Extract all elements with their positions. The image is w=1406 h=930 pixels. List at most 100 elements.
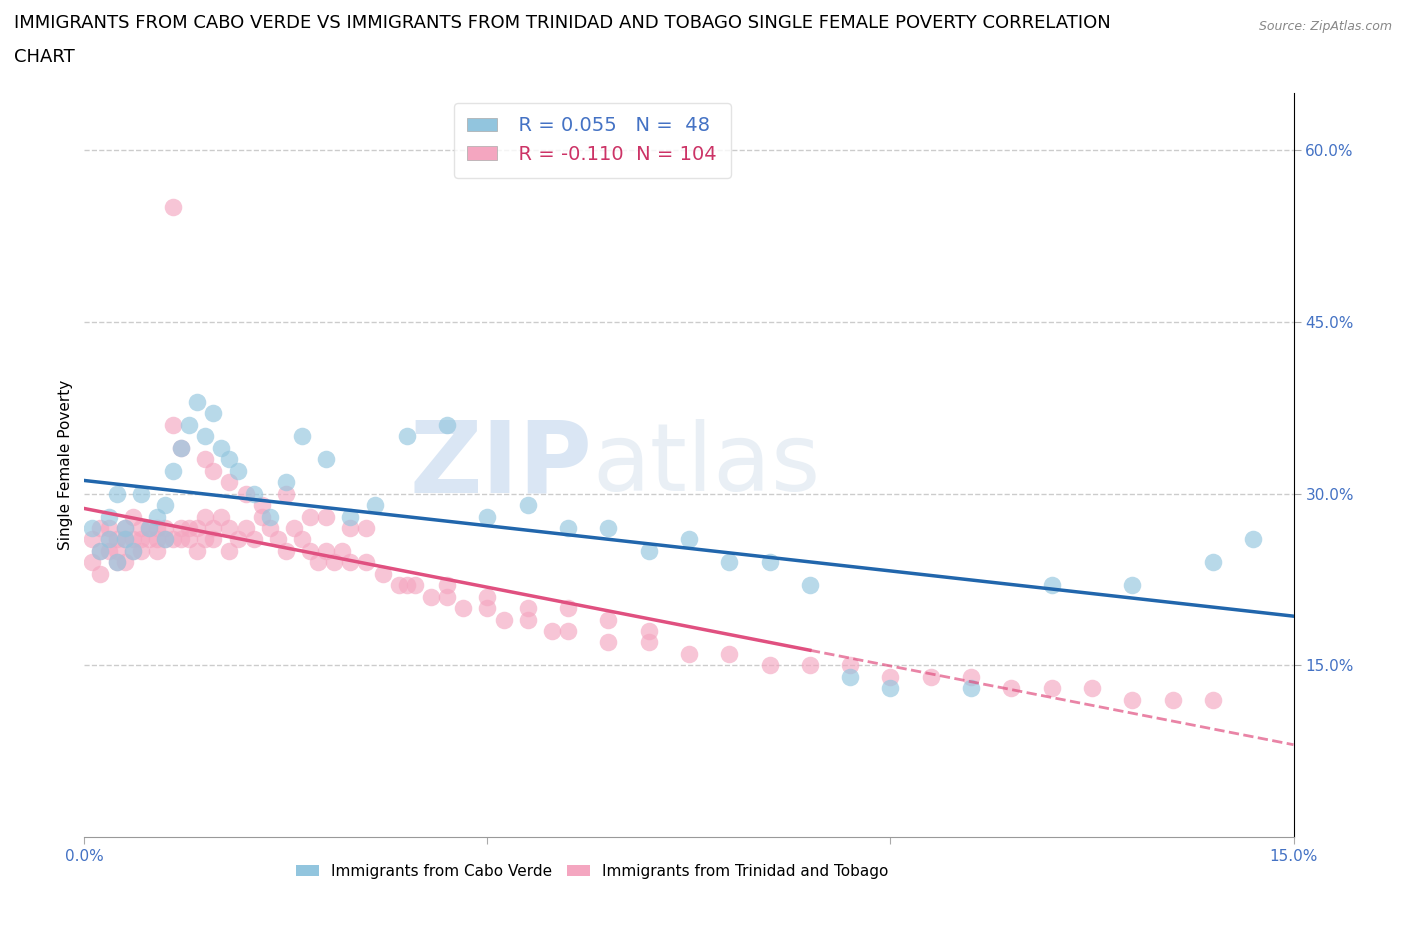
Point — [557, 521, 579, 536]
Point — [202, 406, 225, 421]
Point — [299, 543, 322, 558]
Text: ZIP: ZIP — [409, 417, 592, 513]
Point — [138, 532, 160, 547]
Point — [267, 532, 290, 547]
Point — [250, 498, 273, 512]
Point — [1040, 681, 1063, 696]
Point — [758, 555, 780, 570]
Point — [339, 521, 361, 536]
Point — [146, 543, 169, 558]
Point — [477, 590, 499, 604]
Point — [105, 543, 128, 558]
Point — [291, 532, 314, 547]
Point — [170, 441, 193, 456]
Point — [420, 590, 443, 604]
Point — [274, 486, 297, 501]
Point — [97, 532, 120, 547]
Point — [129, 532, 152, 547]
Point — [960, 670, 983, 684]
Text: CHART: CHART — [14, 48, 75, 66]
Point — [388, 578, 411, 592]
Point — [839, 670, 862, 684]
Point — [516, 498, 538, 512]
Point — [153, 521, 176, 536]
Point — [541, 623, 564, 638]
Point — [291, 429, 314, 444]
Point — [451, 601, 474, 616]
Point — [162, 200, 184, 215]
Point — [170, 521, 193, 536]
Point — [1040, 578, 1063, 592]
Point — [153, 532, 176, 547]
Point — [186, 394, 208, 409]
Point — [283, 521, 305, 536]
Point — [105, 532, 128, 547]
Point — [194, 452, 217, 467]
Point — [436, 418, 458, 432]
Point — [218, 474, 240, 489]
Point — [259, 521, 281, 536]
Point — [105, 555, 128, 570]
Y-axis label: Single Female Poverty: Single Female Poverty — [58, 379, 73, 551]
Point — [598, 521, 620, 536]
Point — [274, 543, 297, 558]
Point — [153, 532, 176, 547]
Point — [492, 612, 515, 627]
Point — [89, 543, 111, 558]
Point — [186, 521, 208, 536]
Point — [218, 452, 240, 467]
Point — [202, 532, 225, 547]
Point — [97, 532, 120, 547]
Point — [839, 658, 862, 672]
Point — [235, 521, 257, 536]
Point — [339, 509, 361, 524]
Point — [960, 681, 983, 696]
Point — [162, 463, 184, 478]
Point — [1241, 532, 1264, 547]
Point — [678, 646, 700, 661]
Point — [97, 543, 120, 558]
Point — [758, 658, 780, 672]
Point — [920, 670, 942, 684]
Point — [226, 463, 249, 478]
Point — [186, 543, 208, 558]
Point — [97, 521, 120, 536]
Point — [89, 521, 111, 536]
Point — [371, 566, 394, 581]
Point — [105, 486, 128, 501]
Point — [89, 566, 111, 581]
Point — [718, 555, 741, 570]
Point — [162, 418, 184, 432]
Point — [146, 532, 169, 547]
Point — [209, 509, 232, 524]
Point — [242, 486, 264, 501]
Point — [114, 555, 136, 570]
Point — [598, 612, 620, 627]
Point — [114, 532, 136, 547]
Point — [516, 601, 538, 616]
Point — [477, 509, 499, 524]
Point — [330, 543, 353, 558]
Point — [138, 521, 160, 536]
Point — [395, 578, 418, 592]
Point — [153, 498, 176, 512]
Point — [404, 578, 426, 592]
Text: IMMIGRANTS FROM CABO VERDE VS IMMIGRANTS FROM TRINIDAD AND TOBAGO SINGLE FEMALE : IMMIGRANTS FROM CABO VERDE VS IMMIGRANTS… — [14, 14, 1111, 32]
Point — [477, 601, 499, 616]
Point — [637, 623, 659, 638]
Point — [218, 521, 240, 536]
Point — [1202, 692, 1225, 707]
Text: Source: ZipAtlas.com: Source: ZipAtlas.com — [1258, 20, 1392, 33]
Point — [315, 452, 337, 467]
Point — [323, 555, 346, 570]
Point — [637, 543, 659, 558]
Point — [242, 532, 264, 547]
Point — [121, 543, 143, 558]
Point — [637, 635, 659, 650]
Point — [82, 521, 104, 536]
Point — [557, 601, 579, 616]
Point — [436, 578, 458, 592]
Point — [879, 670, 901, 684]
Point — [315, 543, 337, 558]
Point — [170, 532, 193, 547]
